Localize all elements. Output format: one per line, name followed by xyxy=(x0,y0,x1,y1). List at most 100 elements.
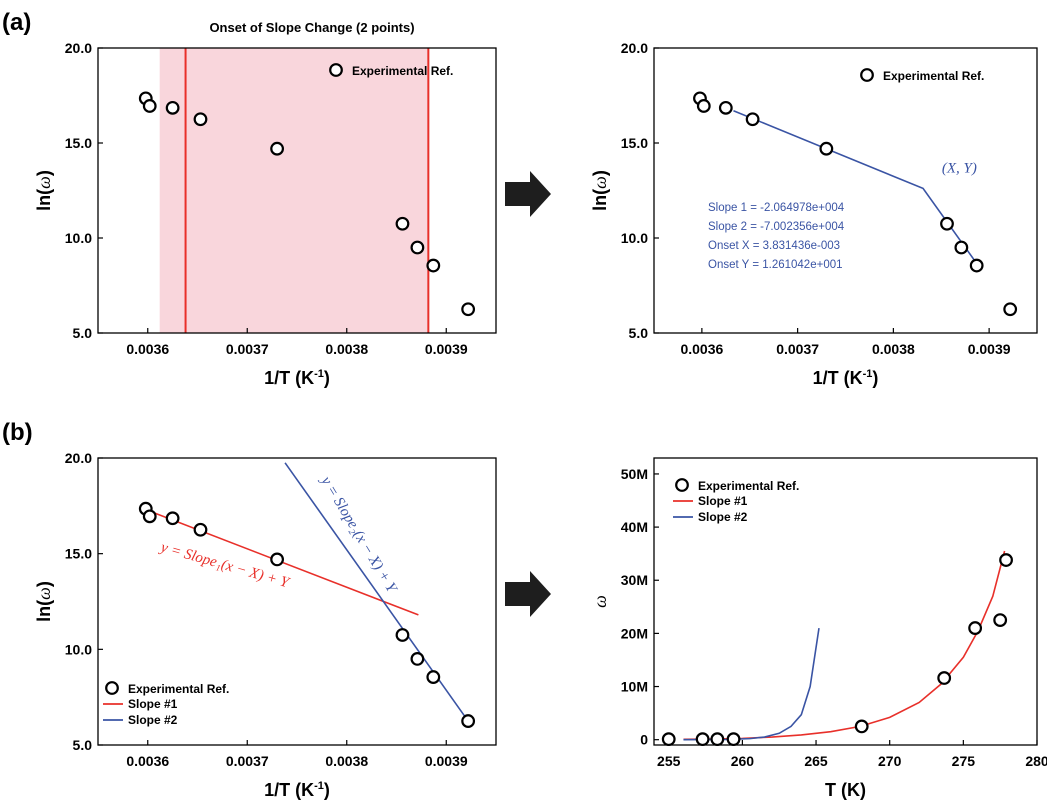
x-tick-label: 0.0038 xyxy=(872,341,915,357)
chart-a-right: 0.0036 0.0037 0.0038 0.0039 5.0 10.0 15.0 20.0 1… xyxy=(590,40,1038,388)
right-arrow-icon xyxy=(505,571,551,617)
data-point xyxy=(696,99,711,113)
x-axis-title-main: 1/T (K xyxy=(813,368,863,388)
equation-slope-1: y = Slope₁(x − X) + Y xyxy=(157,539,292,592)
equation-slope-2: y = Slope₂(x − X) + Y xyxy=(317,472,401,597)
y-tick-label: 10.0 xyxy=(65,230,92,246)
y-axis-title-symbol: ω xyxy=(590,176,610,189)
legend-label: Experimental Ref. xyxy=(883,69,984,83)
plot-frame xyxy=(653,47,1038,334)
legend-marker xyxy=(329,63,343,77)
y-tick-label: 15.0 xyxy=(621,135,648,151)
x-tick-label: 0.0037 xyxy=(226,341,269,357)
legend-marker xyxy=(675,478,689,492)
legend-series-label: Slope #2 xyxy=(128,713,178,727)
data-point xyxy=(461,714,476,728)
data-point xyxy=(695,732,710,747)
x-tick-label: 0.0039 xyxy=(425,341,468,357)
data-point xyxy=(426,670,441,684)
data-point xyxy=(954,240,969,255)
legend-series-label: Slope #1 xyxy=(698,494,748,508)
right-arrow-icon xyxy=(505,171,551,217)
x-axis-title: 1/T (K-1) xyxy=(813,368,879,388)
data-point xyxy=(395,628,410,642)
y-axis-title-symbol: ω xyxy=(34,176,54,189)
data-point xyxy=(854,719,869,734)
fit-info-line: Slope 1 = -2.064978e+004 xyxy=(708,202,845,214)
fit-info-line: Onset X = 3.831436e-003 xyxy=(708,240,840,252)
x-axis-title: T (K) xyxy=(825,780,866,800)
y-tick-label: 5.0 xyxy=(73,737,93,753)
x-axis-title-close: ) xyxy=(872,368,878,388)
data-point xyxy=(193,112,208,127)
chart-title: Onset of Slope Change (2 points) xyxy=(209,20,414,35)
data-point xyxy=(142,99,157,113)
data-point xyxy=(270,552,285,567)
data-point xyxy=(937,671,952,685)
data-point xyxy=(969,258,984,273)
x-axis-title-close: ) xyxy=(324,368,330,388)
x-axis-title: 1/T (K-1) xyxy=(264,780,330,800)
fit-info-line: Slope 2 = -7.002356e+004 xyxy=(708,221,845,233)
data-point xyxy=(165,511,180,526)
data-point xyxy=(726,732,741,747)
legend-marker xyxy=(860,68,874,82)
x-tick-label: 0.0037 xyxy=(776,341,819,357)
y-tick-label: 10M xyxy=(621,679,648,695)
x-tick-label: 0.0038 xyxy=(325,341,368,357)
y-tick-label: 20.0 xyxy=(65,450,92,466)
x-axis-title-main: 1/T (K xyxy=(264,368,314,388)
plot-frame xyxy=(97,47,497,334)
panel-label-b: (b) xyxy=(2,419,33,446)
chart-a-left: 0.0036 0.0037 0.0038 0.0039 5.0 10.0 15.0 20.0 1… xyxy=(34,20,497,388)
x-tick-label: 260 xyxy=(731,753,755,769)
x-tick-label: 270 xyxy=(878,753,902,769)
x-axis-title-sup: -1 xyxy=(863,368,873,380)
data-point xyxy=(940,216,954,231)
y-tick-label: 20M xyxy=(621,625,648,641)
data-point xyxy=(165,100,180,115)
x-tick-label: 0.0036 xyxy=(126,341,169,357)
x-tick-label: 0.0038 xyxy=(325,753,368,769)
legend-series-label: Slope #1 xyxy=(128,697,178,711)
y-axis-title-main: ln( xyxy=(34,600,54,622)
fit-info-line: Onset Y = 1.261042e+001 xyxy=(708,259,843,271)
y-axis-title: ln(ω) xyxy=(590,170,610,211)
legend-label: Experimental Ref. xyxy=(128,682,229,696)
plot-frame xyxy=(653,457,1038,746)
x-tick-label: 255 xyxy=(657,753,681,769)
y-tick-label: 0 xyxy=(640,732,648,748)
y-axis-title-close: ) xyxy=(34,170,54,176)
legend-label: Experimental Ref. xyxy=(352,64,453,78)
data-point xyxy=(395,216,410,231)
chart-b-right: 255 260 265 270 275 280 0 10M 20M 30M 40M 50M T (K) ω… xyxy=(590,457,1047,800)
data-point xyxy=(461,302,476,317)
y-tick-label: 10.0 xyxy=(65,641,92,657)
y-axis-title: ln(ω) xyxy=(34,170,54,211)
x-axis-title-sup: -1 xyxy=(314,780,324,792)
x-axis-title-main: T (K) xyxy=(825,780,866,800)
series-line-2 xyxy=(683,627,820,741)
data-point xyxy=(999,553,1013,567)
y-axis-title: ω xyxy=(590,595,610,608)
data-point xyxy=(993,613,1008,628)
x-tick-label: 0.0037 xyxy=(226,753,269,769)
y-tick-label: 20.0 xyxy=(621,40,648,56)
data-point xyxy=(718,100,733,115)
y-tick-label: 15.0 xyxy=(65,546,92,562)
y-axis-title-main: ln( xyxy=(34,189,54,211)
x-tick-label: 0.0036 xyxy=(126,753,169,769)
data-point xyxy=(410,240,425,255)
data-point xyxy=(426,258,441,273)
series-line-1 xyxy=(683,550,1006,741)
chart-b-left: 0.0036 0.0037 0.0038 0.0039 5.0 10.0 15.0 20.0 1… xyxy=(34,450,497,800)
y-tick-label: 50M xyxy=(621,466,648,482)
plot-frame xyxy=(97,457,497,746)
x-tick-label: 265 xyxy=(804,753,828,769)
data-point xyxy=(710,732,725,747)
y-tick-label: 5.0 xyxy=(629,325,649,341)
y-tick-label: 5.0 xyxy=(73,325,93,341)
x-axis-title-sup: -1 xyxy=(314,368,324,380)
y-tick-label: 15.0 xyxy=(65,135,92,151)
